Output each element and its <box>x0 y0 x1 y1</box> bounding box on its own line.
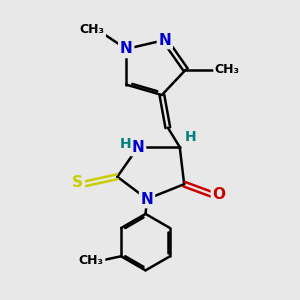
Text: S: S <box>72 175 83 190</box>
Text: O: O <box>212 187 226 202</box>
Text: CH₃: CH₃ <box>79 254 104 267</box>
Text: CH₃: CH₃ <box>80 23 104 36</box>
Text: CH₃: CH₃ <box>215 63 240 76</box>
Text: N: N <box>120 41 133 56</box>
Text: H: H <box>184 130 196 144</box>
Text: N: N <box>141 191 153 206</box>
Text: H: H <box>120 137 131 151</box>
Text: N: N <box>158 32 171 47</box>
Text: N: N <box>132 140 145 154</box>
